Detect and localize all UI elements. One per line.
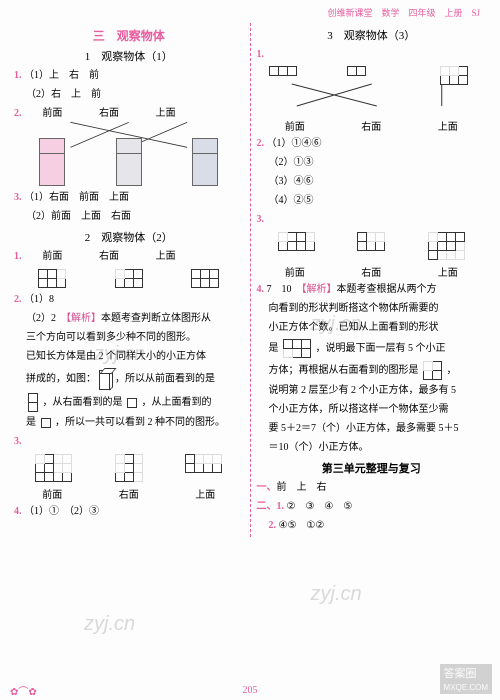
s2-q2b-t8: 是 ，所以一共可以看到 2 种不同的图形。 (14, 415, 244, 431)
s3-q4-t8: 说明第 2 层至少有 2 个小正方体，最多有 5 (257, 383, 487, 399)
s2-q3-labels: 前面 右面 上面 (14, 486, 244, 501)
section2-title: 2 观察物体（2） (14, 229, 244, 245)
right-column: 3 观察物体（3） 1. 前面 右面 上面 2. （1）①④⑥ （2）①③ （3… (250, 23, 487, 537)
fridge-front (39, 138, 65, 186)
fridge-side (116, 138, 142, 186)
s2-q2b-t6: ，从右面看到的是 ，从上面看到的 (14, 393, 244, 412)
s2-q3: 3. (14, 434, 244, 450)
review-l1: 一、前 上 右 (257, 480, 487, 496)
review-l2: 二、1. ② ③ ④ ⑤ (257, 499, 487, 515)
s2-q2b-t3: 已知长方体是由 2 个同样大小的小正方体 (14, 349, 244, 365)
fridge-top (192, 138, 218, 186)
page-header: 创维新课堂 数学 四年级 上册 SJ (0, 0, 500, 19)
s1-q1a: 1. （1）上 右 前 (14, 68, 244, 84)
review-title: 第三单元整理与复习 (257, 460, 487, 476)
section3-title: 3 观察物体（3） (257, 27, 487, 43)
watermark: zyj.cn (311, 583, 362, 606)
fridge-diagram (14, 126, 244, 186)
s3-q1: 1. (257, 47, 487, 63)
s3-q4-t4: 是 ，说明最下面一层有 5 个小正 (257, 339, 487, 358)
s2-q2b: （2）2 【解析】本题考查判断立体图形从 (14, 311, 244, 327)
s3-q4-t10: 要 5＋2＝7（个）小正方体，最多需要 5＋5 (257, 421, 487, 437)
s3-q4-t6: 方体；再根据从右面看到的图形是 ， (257, 361, 487, 380)
s2-q2b-t4: 拼成的，如图： ，所以从前面看到的是 (14, 368, 244, 390)
s3-q4: 4. 7 10 【解析】本题考查根据从两个方 (257, 282, 487, 298)
cuboid-icon (99, 368, 113, 390)
section1-title: 1 观察物体（1） (14, 48, 244, 64)
page-number: 205 (0, 685, 500, 696)
s3-q4-t11: ＝10（个）小正方体。 (257, 440, 487, 456)
s2-q1-grids (14, 269, 244, 288)
unit-title: 三 观察物体 (14, 27, 244, 44)
watermark: zyj.cn (84, 613, 135, 636)
s1-q1b: （2）右 上 前 (14, 87, 244, 103)
s3-q1-diagram (257, 66, 487, 116)
s3-q3-labels: 前面 右面 上面 (257, 264, 487, 279)
s3-q2b: （2）①③ (257, 155, 487, 171)
s3-q2d: （4）②⑤ (257, 193, 487, 209)
s1-q3a: 3. （1）右面 前面 上面 (14, 190, 244, 206)
s3-q4-t2: 向看到的形状判断搭这个物体所需要的 (257, 301, 487, 317)
s2-q2b-t2: 三个方向可以看到多少种不同的图形。 (14, 330, 244, 346)
left-column: 三 观察物体 1 观察物体（1） 1. （1）上 右 前 （2）右 上 前 2.… (14, 23, 250, 537)
s1-q3b: （2）前面 上面 右面 (14, 209, 244, 225)
s2-q3-grids (14, 454, 244, 482)
s3-q3-grids (257, 232, 487, 260)
s2-q4: 4. （1）① （2）③ (14, 504, 244, 520)
s3-q4-t9: 个小正方体，所以搭这样一个物体至少需 (257, 402, 487, 418)
two-column-content: 三 观察物体 1 观察物体（1） 1. （1）上 右 前 （2）右 上 前 2.… (0, 19, 500, 537)
s3-q1-labels: 前面 右面 上面 (257, 118, 487, 133)
s2-q1-labels: 1. 前面 右面 上面 (14, 249, 244, 265)
s2-q2a: 2. （1）8 (14, 292, 244, 308)
review-l3: 2. ④⑤ ①② (257, 518, 487, 534)
s3-q3: 3. (257, 212, 487, 228)
footer-brand: 答案圈 MXQE.COM (440, 664, 492, 694)
s3-q2c: （3）④⑥ (257, 174, 487, 190)
s3-q2a: 2. （1）①④⑥ (257, 136, 487, 152)
s3-q4-t3: 小正方体个数。已知从上面看到的形状 (257, 320, 487, 336)
